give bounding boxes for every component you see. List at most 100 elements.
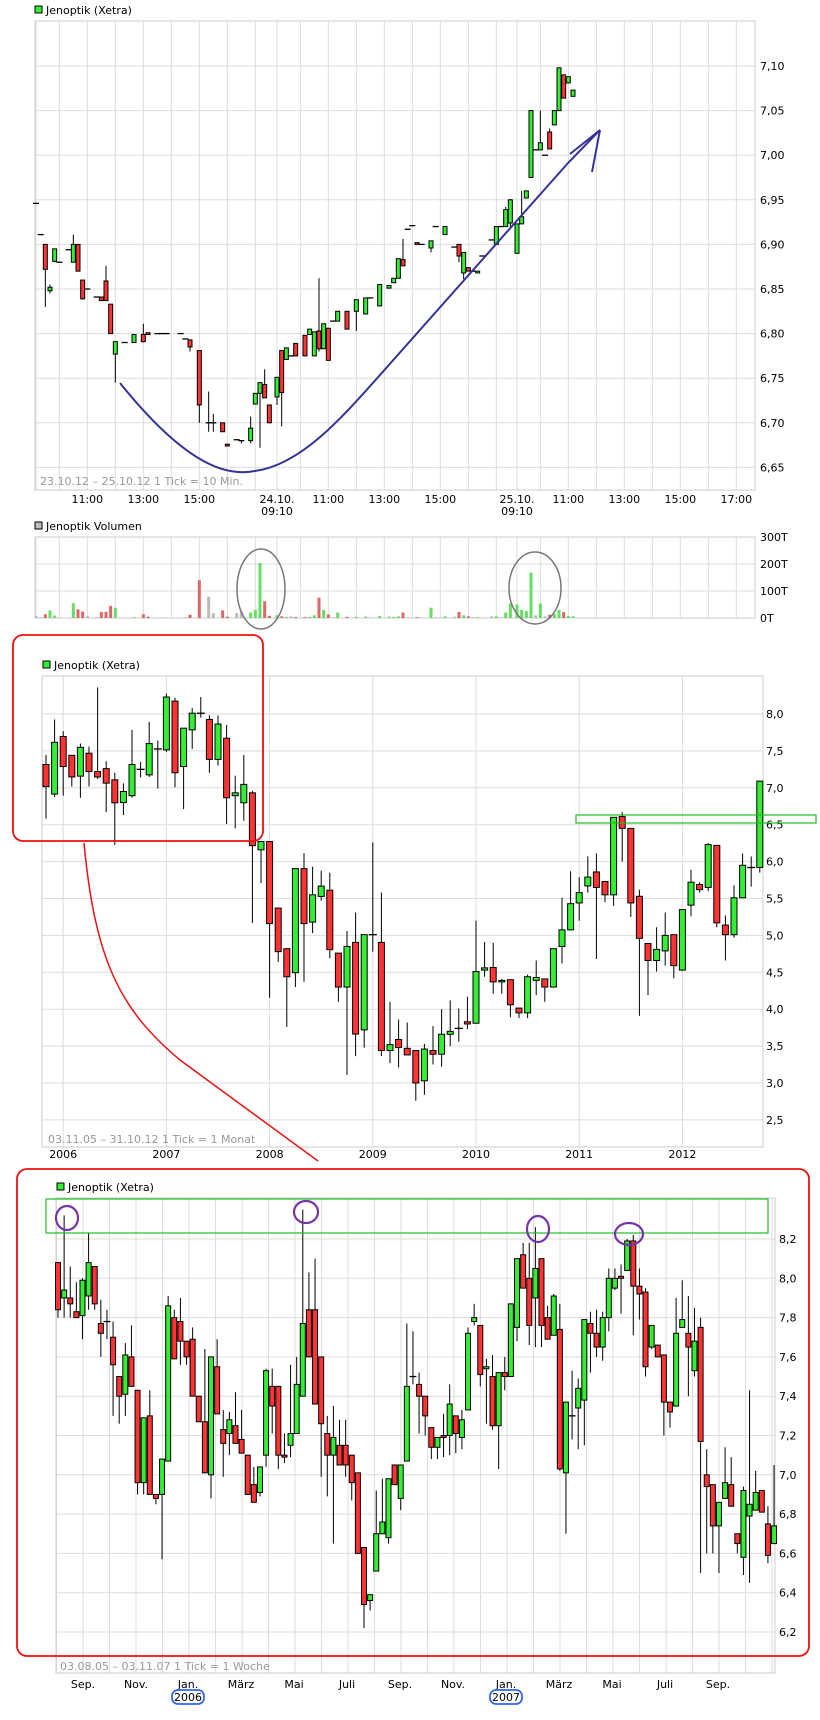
candle-up [321, 323, 327, 350]
volume-bar [146, 616, 150, 618]
candle-down [696, 883, 704, 891]
volume-bar [249, 612, 253, 618]
candle-down [414, 242, 420, 245]
candle-up [299, 1322, 306, 1397]
x-tick-label: 2011 [565, 1148, 593, 1161]
candle-up [739, 864, 747, 899]
y-tick-label: 7,5 [766, 745, 784, 758]
x-tick-label: Juli [338, 1678, 355, 1691]
candle-down [183, 1340, 190, 1358]
y-tick-label: 4,5 [766, 966, 784, 979]
candle-down [262, 383, 268, 399]
candle-down [412, 1050, 420, 1084]
candle-down [465, 267, 471, 272]
candle-down [80, 279, 86, 300]
candle-up [746, 1503, 753, 1517]
candle-up [263, 1370, 270, 1456]
candle-up [442, 226, 448, 236]
x-tick-label: 11:00 [71, 493, 103, 506]
x-tick-label: 15:00 [183, 493, 215, 506]
candle-down [428, 1427, 435, 1448]
candle-up [562, 1401, 569, 1474]
candle-down [400, 259, 406, 267]
volume-bar [345, 616, 349, 618]
x-tick-label: Sep. [706, 1678, 730, 1691]
candle-up [159, 1458, 166, 1495]
candle-up [438, 1033, 446, 1055]
candle-up [599, 1317, 606, 1348]
candle-up [128, 763, 136, 797]
y-tick-label: 3,5 [766, 1040, 784, 1053]
volume-bar [303, 617, 307, 618]
candle-down [764, 1523, 771, 1556]
x-tick-label: 24.10. [260, 493, 295, 506]
candle-up [446, 1403, 453, 1437]
candle-down [452, 1415, 459, 1435]
candle-down [220, 422, 226, 433]
y-tick-label: 5,5 [766, 893, 784, 906]
peak-circle [54, 1204, 80, 1232]
volume-bar [368, 617, 372, 618]
y-tick-label: 7,00 [760, 149, 785, 162]
candle-down [644, 943, 652, 961]
candle-down [391, 1464, 398, 1486]
x-tick-label: 15:00 [424, 493, 456, 506]
intraday-legend: Jenoptik (Xetra) [45, 4, 132, 17]
y-tick-label: 6,2 [779, 1626, 797, 1639]
candle-up [274, 376, 280, 398]
candle-down [627, 827, 635, 904]
legend-swatch-icon [56, 1182, 65, 1191]
y-tick-label: 200T [760, 558, 788, 571]
x-tick-label: Nov. [441, 1678, 465, 1691]
y-tick-label: 4,0 [766, 1003, 784, 1016]
volume-bar [524, 611, 528, 618]
candle-down [456, 243, 462, 257]
volume-bar [34, 615, 38, 618]
candle-up [165, 1305, 172, 1462]
candle-up [395, 258, 401, 279]
year-highlight-circle [171, 1689, 205, 1705]
candle-down [171, 1317, 178, 1360]
volume-bar [155, 617, 159, 618]
candle-down [463, 1021, 471, 1025]
candle-down [489, 967, 497, 983]
x-tick-label: Sep. [71, 1678, 95, 1691]
volume-bar [258, 562, 262, 618]
candle-up [756, 780, 764, 869]
monthly-footer: 03.11.05 – 31.10.12 1 Tick = 1 Monat [48, 1133, 256, 1146]
candle-up [575, 892, 583, 904]
y-tick-label: 7,6 [779, 1351, 797, 1364]
candle-down [244, 1454, 251, 1495]
candle-up [558, 929, 566, 947]
volume-bar [499, 617, 503, 618]
candle-up [434, 1436, 441, 1448]
candle-down [593, 1332, 600, 1348]
candle-up [570, 89, 576, 97]
intraday-footer: 23.10.12 – 25.10.12 1 Tick = 10 Min. [40, 475, 243, 488]
volume-bar [387, 616, 391, 618]
monthly-legend: Jenoptik (Xetra) [53, 659, 140, 672]
volume-bar [494, 616, 498, 618]
candle-down [67, 1297, 74, 1305]
candle-up [119, 790, 127, 804]
candle-down [587, 1322, 594, 1334]
volume-bar [284, 616, 288, 618]
volume-bar [504, 612, 508, 618]
volume-bar [263, 601, 267, 618]
y-tick-label: 7,10 [760, 60, 785, 73]
candle-up [291, 868, 299, 974]
candle-down [326, 889, 334, 951]
volume-bar [95, 617, 99, 618]
candle-up [507, 199, 513, 224]
candle-down [520, 1254, 527, 1289]
monthly-chart: Jenoptik (Xetra) 8,0 7,5 7,0 6,5 6,0 5,5 5,0 4,… [41, 659, 784, 1161]
volume-bar [336, 612, 340, 618]
candle-up [363, 297, 369, 315]
year-label: 2006 [174, 1691, 202, 1704]
volume-bar [490, 616, 494, 618]
candle-up [145, 743, 153, 776]
candle-up [687, 881, 695, 906]
candle-up [240, 783, 248, 804]
candle-down [721, 924, 729, 936]
candle-up [428, 240, 434, 249]
